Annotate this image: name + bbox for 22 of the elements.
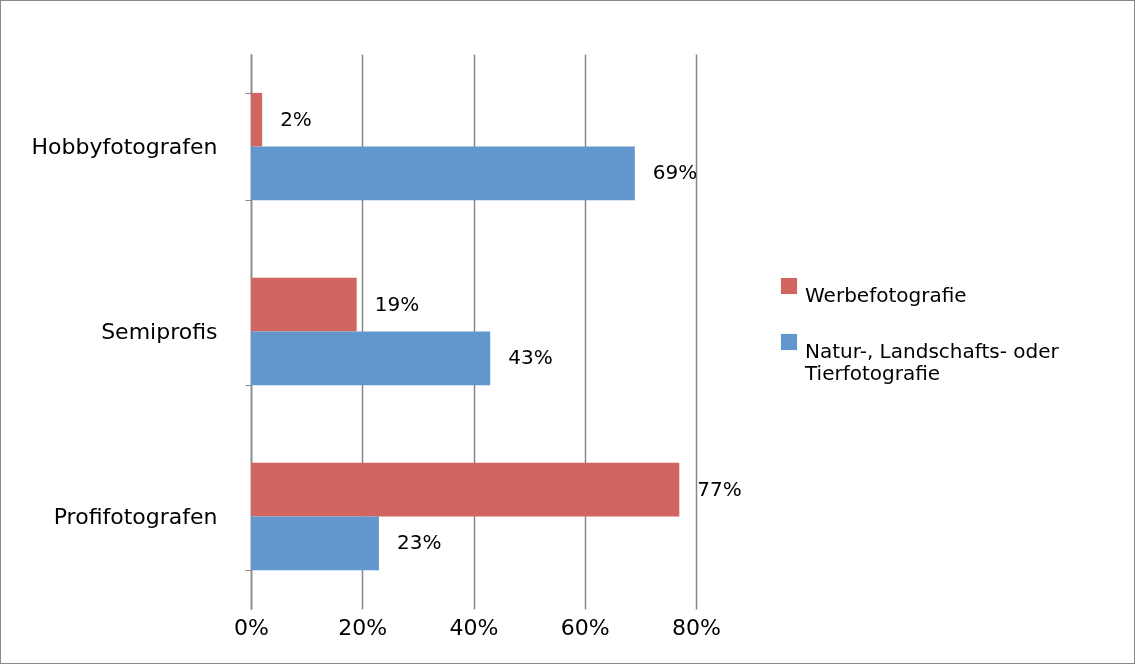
bar <box>251 516 379 571</box>
data-label: 2% <box>280 106 312 131</box>
x-tick-label: 80% <box>672 614 721 640</box>
x-tick-label: 20% <box>338 614 388 640</box>
data-label: 77% <box>697 476 742 501</box>
y-tick-label: Semiprofis <box>101 319 218 344</box>
bar <box>251 92 263 147</box>
legend-label: Werbefotografie <box>805 283 967 307</box>
x-tick-label: 0% <box>234 614 269 640</box>
bar <box>251 462 680 517</box>
x-tick-label: 40% <box>449 614 499 640</box>
y-tick-label: Profifotografen <box>53 504 218 529</box>
bar <box>251 331 491 386</box>
bar <box>251 277 357 332</box>
data-label: 43% <box>508 345 553 370</box>
data-label: 23% <box>396 530 442 555</box>
x-tick-label: 60% <box>560 614 610 640</box>
bar <box>251 146 635 201</box>
y-tick-label: Hobbyfotografen <box>31 134 218 159</box>
data-label: 69% <box>652 160 698 185</box>
data-label: 19% <box>374 291 420 316</box>
legend-label: Natur-, Landschafts- oder Tierfotografie <box>804 339 1060 385</box>
